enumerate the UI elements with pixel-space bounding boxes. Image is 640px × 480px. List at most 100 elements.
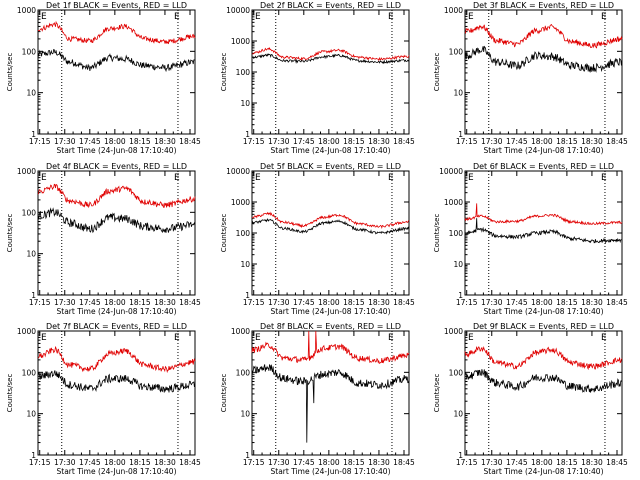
y-tick-label: 1000 [231, 37, 250, 46]
y-tick-label: 100 [236, 68, 251, 77]
x-tick-label: 17:45 [293, 137, 315, 146]
e-marker: E [388, 173, 394, 183]
x-tick-label: 18:45 [179, 458, 201, 467]
y-tick-label: 1000 [17, 6, 36, 15]
panel-title: Det 7f BLACK = Events, RED = LLD [46, 322, 187, 331]
series-line-events [251, 218, 410, 235]
x-axis-label: Start Time (24-Jun-08 17:10:40) [271, 307, 391, 316]
e-marker: E [601, 173, 607, 183]
y-tick-label: 1000 [231, 198, 250, 207]
panel-title: Det 8f BLACK = Events, RED = LLD [260, 322, 401, 331]
x-tick-label: 17:30 [268, 137, 290, 146]
x-axis-label: Start Time (24-Jun-08 17:10:40) [271, 146, 391, 155]
x-tick-label: 18:15 [129, 458, 151, 467]
x-tick-label: 17:45 [79, 458, 101, 467]
x-axis-label: Start Time (24-Jun-08 17:10:40) [57, 146, 177, 155]
x-tick-label: 18:30 [581, 137, 603, 146]
e-marker: E [468, 12, 474, 22]
y-tick-label: 10000 [226, 6, 250, 15]
x-tick-label: 18:15 [556, 298, 578, 307]
x-tick-label: 18:30 [581, 298, 603, 307]
plot-frame [464, 9, 623, 135]
y-tick-label: 100 [22, 368, 37, 377]
x-axis-label: Start Time (24-Jun-08 17:10:40) [484, 146, 604, 155]
x-tick-label: 17:30 [54, 458, 76, 467]
x-tick-label: 18:15 [343, 298, 365, 307]
panel-title: Det 3f BLACK = Events, RED = LLD [473, 1, 614, 10]
x-tick-label: 18:00 [318, 458, 340, 467]
series-line-events [37, 207, 196, 234]
x-axis-label: Start Time (24-Jun-08 17:10:40) [484, 307, 604, 316]
y-tick-label: 100 [449, 368, 464, 377]
x-tick-label: 17:45 [506, 137, 528, 146]
x-tick-label: 17:15 [243, 458, 265, 467]
series-line-lld [252, 46, 410, 62]
y-tick-label: 1000 [17, 167, 36, 176]
x-tick-label: 17:30 [54, 298, 76, 307]
x-tick-label: 17:15 [29, 458, 51, 467]
plot-frame [464, 330, 623, 456]
series-line-events [37, 48, 196, 73]
y-axis-label: Counts/sec [6, 53, 14, 92]
y-tick-label: 1 [245, 451, 250, 460]
x-tick-label: 18:30 [154, 137, 176, 146]
x-tick-label: 18:30 [154, 298, 176, 307]
y-tick-label: 1 [31, 130, 36, 139]
e-marker: E [601, 12, 607, 22]
panel-title: Det 4f BLACK = Events, RED = LLD [46, 162, 187, 171]
x-tick-label: 17:30 [481, 298, 503, 307]
e-marker: E [388, 333, 394, 343]
e-marker: E [174, 333, 180, 343]
y-tick-label: 10000 [226, 167, 250, 176]
series-line-events [464, 45, 623, 73]
e-marker: E [41, 12, 47, 22]
x-tick-label: 17:30 [481, 137, 503, 146]
x-tick-label: 18:15 [556, 137, 578, 146]
series-line-lld [251, 211, 410, 230]
y-tick-label: 10 [240, 410, 250, 419]
x-tick-label: 18:15 [129, 137, 151, 146]
panel-title: Det 2f BLACK = Events, RED = LLD [260, 1, 401, 10]
y-tick-label: 1 [31, 291, 36, 300]
x-axis-label: Start Time (24-Jun-08 17:10:40) [484, 467, 604, 476]
x-tick-label: 18:45 [393, 458, 415, 467]
y-tick-label: 1 [458, 130, 463, 139]
series-line-events [251, 53, 410, 65]
y-axis-label: Counts/sec [220, 214, 228, 253]
series-line-lld [464, 23, 623, 49]
x-tick-label: 17:45 [79, 298, 101, 307]
x-tick-label: 17:15 [243, 137, 265, 146]
panel-title: Det 1f BLACK = Events, RED = LLD [46, 1, 187, 10]
x-tick-label: 18:15 [556, 458, 578, 467]
e-marker: E [41, 173, 47, 183]
x-tick-label: 18:30 [368, 137, 390, 146]
x-tick-label: 18:00 [318, 137, 340, 146]
x-tick-label: 17:15 [456, 298, 478, 307]
x-tick-label: 17:30 [54, 137, 76, 146]
y-tick-label: 10 [453, 260, 463, 269]
x-tick-label: 18:00 [104, 458, 126, 467]
x-tick-label: 18:15 [129, 298, 151, 307]
x-tick-label: 17:15 [29, 137, 51, 146]
x-tick-label: 18:00 [104, 298, 126, 307]
y-axis-label: Counts/sec [433, 374, 441, 413]
y-tick-label: 10 [453, 89, 463, 98]
x-tick-label: 18:15 [343, 137, 365, 146]
x-tick-label: 18:30 [368, 298, 390, 307]
y-tick-label: 100 [236, 368, 251, 377]
y-tick-label: 10 [240, 99, 250, 108]
y-tick-label: 1000 [444, 6, 463, 15]
e-marker: E [468, 333, 474, 343]
e-marker: E [388, 12, 394, 22]
y-tick-label: 10 [26, 89, 36, 98]
x-tick-label: 18:00 [531, 137, 553, 146]
y-tick-label: 10 [453, 410, 463, 419]
y-tick-label: 1000 [17, 327, 36, 336]
x-axis-label: Start Time (24-Jun-08 17:10:40) [271, 467, 391, 476]
